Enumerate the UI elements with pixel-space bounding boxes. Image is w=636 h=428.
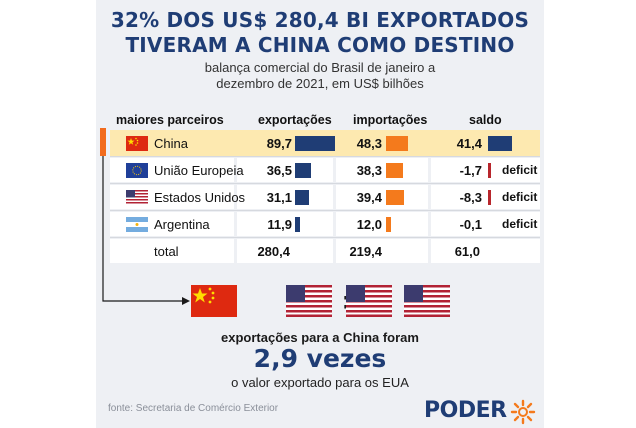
balance-value: -8,3	[459, 190, 482, 205]
partner-name: China	[154, 136, 188, 151]
column-header-balance: saldo	[469, 113, 502, 127]
table-row: União Europeia 36,5 38,3 -1,7 deficit	[110, 157, 540, 184]
table-row: China 89,7 48,3 41,4	[110, 130, 540, 157]
usa-flag-icon	[126, 190, 148, 205]
china-flag-large-icon	[191, 285, 237, 317]
partner-name: Argentina	[154, 217, 210, 232]
balance-bar	[488, 136, 512, 151]
exports-bar	[295, 190, 309, 205]
imports-value: 48,3	[356, 136, 382, 151]
usa-flag-large-icon	[346, 285, 392, 317]
title-line-2: TIVERAM A CHINA COMO DESTINO	[125, 33, 515, 57]
total-balance: 61,0	[454, 244, 480, 259]
partner-name: Estados Unidos	[154, 190, 246, 205]
balance-value: -0,1	[459, 217, 482, 232]
column-header-imports: importações	[353, 113, 428, 127]
comparison-line-3: o valor exportado para os EUA	[231, 375, 409, 390]
usa-flag-large-icon	[404, 285, 450, 317]
imports-bar	[386, 136, 408, 151]
deficit-label: deficit	[502, 163, 538, 177]
deficit-label: deficit	[502, 217, 538, 231]
balance-value: 41,4	[456, 136, 482, 151]
table-row: Estados Unidos 31,1 39,4 -8,3 deficit	[110, 184, 540, 211]
poder-sun-logo-icon	[510, 399, 536, 425]
exports-bar	[295, 217, 301, 232]
poder-logo: PODER	[424, 398, 507, 423]
balance-bar	[488, 190, 491, 205]
deficit-label: deficit	[502, 190, 538, 204]
infographic-card: 32% DOS US$ 280,4 BI EXPORTADOS TIVERAM …	[96, 0, 544, 428]
imports-bar	[386, 190, 404, 205]
column-header-exports: exportações	[258, 113, 332, 127]
exports-value: 11,9	[267, 217, 292, 232]
imports-value: 12,0	[356, 217, 382, 232]
imports-value: 38,3	[356, 163, 382, 178]
eu-flag-icon	[126, 163, 148, 178]
imports-bar	[386, 163, 404, 178]
subtitle-line-1: balança comercial do Brasil de janeiro a	[204, 60, 436, 75]
imports-value: 39,4	[356, 190, 382, 205]
subtitle-line-2: dezembro de 2021, em US$ bilhões	[216, 76, 424, 91]
imports-bar	[386, 217, 392, 232]
exports-value: 89,7	[266, 136, 292, 151]
china-flag-icon	[126, 136, 148, 151]
table-total-row: total 280,4 219,4 61,0	[110, 238, 540, 264]
table-row: Argentina 11,9 12,0 -0,1 deficit	[110, 211, 540, 238]
exports-bar	[295, 163, 312, 178]
exports-value: 36,5	[266, 163, 292, 178]
exports-bar	[295, 136, 335, 151]
total-imports: 219,4	[349, 244, 382, 259]
comparison-highlight: 2,9 vezes	[253, 344, 387, 373]
column-header-partners: maiores parceiros	[116, 113, 224, 127]
balance-bar	[488, 163, 491, 178]
partner-name: União Europeia	[154, 163, 244, 178]
total-label: total	[154, 244, 179, 259]
exports-value: 31,1	[266, 190, 292, 205]
title-line-1: 32% DOS US$ 280,4 BI EXPORTADOS	[110, 8, 530, 32]
argentina-flag-icon	[126, 217, 148, 232]
total-exports: 280,4	[257, 244, 290, 259]
china-row-marker	[100, 128, 106, 156]
connector-arrow	[102, 156, 190, 305]
comparison-line-1: exportações para a China foram	[221, 330, 419, 345]
balance-value: -1,7	[459, 163, 482, 178]
source-note: fonte: Secretaria de Comércio Exterior	[108, 403, 279, 414]
usa-flag-large-icon	[286, 285, 332, 317]
